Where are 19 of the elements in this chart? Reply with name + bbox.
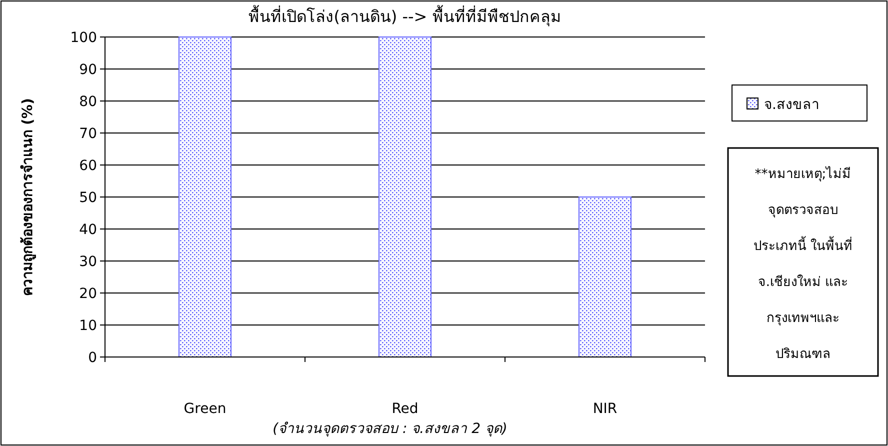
legend-label: จ.สงขลา — [764, 97, 820, 113]
y-tick-label: 80 — [79, 94, 97, 110]
y-tick-label: 90 — [79, 62, 97, 78]
y-axis-title: ความถูกต้องของการจำแนก (%) — [20, 98, 36, 296]
y-tick-label: 20 — [79, 286, 97, 302]
y-tick-label: 0 — [88, 350, 97, 366]
x-tick-label: NIR — [592, 401, 618, 417]
y-tick-label: 30 — [79, 254, 97, 270]
y-tick-label: 50 — [79, 190, 97, 206]
y-tick-label: 40 — [79, 222, 97, 238]
y-tick-label: 100 — [70, 30, 97, 46]
y-tick-label: 10 — [79, 318, 97, 334]
x-tick-label: Green — [184, 401, 226, 417]
x-axis-title: (จำนวนจุดตรวจสอบ : จ.สงขลา 2 จุด) — [272, 421, 508, 437]
x-tick-label: Red — [392, 401, 418, 417]
chart-title: พื้นที่เปิดโล่ง(ลานดิน) --> พื้นที่ที่มีพืชปกคลุม — [248, 5, 562, 27]
y-tick-label: 70 — [79, 126, 97, 142]
text: **หมายเหตุ;ไม่มี จุดตรวจสอบ ประเภทนี้ ในพื้นที่ จ.เชียงใหม่ และ กรุงเทพฯและ ปริมณฑล — [753, 167, 853, 362]
y-tick-label: 60 — [79, 158, 97, 174]
